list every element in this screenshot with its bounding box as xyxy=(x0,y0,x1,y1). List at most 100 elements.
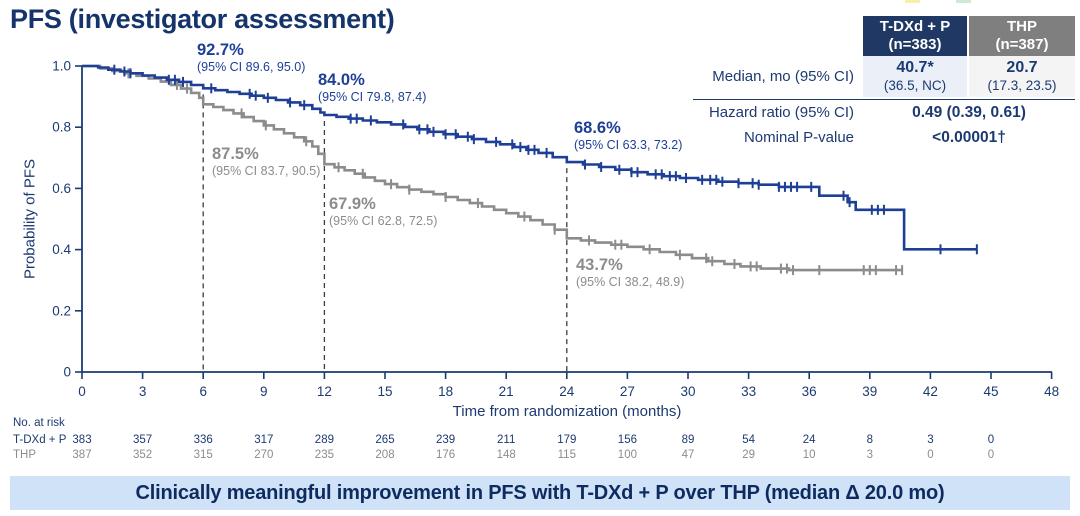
median-value-tdxd: 40.7* (36.5, NC) xyxy=(863,56,967,97)
x-tick-label: 48 xyxy=(1044,384,1059,399)
conclusion-text: Clinically meaningful improvement in PFS… xyxy=(135,481,945,504)
x-tick-label: 12 xyxy=(317,384,332,399)
x-tick-label: 36 xyxy=(802,384,817,399)
risk-count: 0 xyxy=(927,449,934,461)
landmark-annotation: 87.5% (95% CI 83.7, 90.5) xyxy=(212,145,320,179)
y-tick-label: 0.2 xyxy=(52,303,71,318)
thp-arm-n: (n=387) xyxy=(995,36,1049,53)
risk-count: 289 xyxy=(314,434,334,446)
risk-count: 3 xyxy=(927,434,934,446)
landmark-ci: (95% CI 63.3, 73.2) xyxy=(574,138,683,152)
risk-count: 317 xyxy=(254,434,274,446)
x-axis-title: Time from randomization (months) xyxy=(452,403,682,420)
landmark-percent: 92.7% xyxy=(197,41,244,59)
stats-column-header-thp: THP (n=387) xyxy=(969,16,1075,56)
x-tick-label: 15 xyxy=(377,384,392,399)
x-tick-label: 45 xyxy=(983,384,998,399)
landmark-annotation: 68.6% (95% CI 63.3, 73.2) xyxy=(574,119,682,153)
risk-count: 29 xyxy=(742,449,755,461)
x-tick-label: 42 xyxy=(923,384,938,399)
top-edge-yellow-artifact xyxy=(905,0,920,3)
risk-count: 235 xyxy=(314,449,334,461)
landmark-ci: (95% CI 38.2, 48.9) xyxy=(576,275,685,289)
risk-count: 179 xyxy=(557,434,577,446)
x-tick-label: 33 xyxy=(741,384,756,399)
risk-count: 156 xyxy=(617,434,637,446)
risk-count: 10 xyxy=(802,449,816,461)
risk-count: 383 xyxy=(72,434,92,446)
km-curve-t-dxd-p xyxy=(82,64,977,251)
risk-count: 100 xyxy=(617,449,637,461)
y-tick-label: 0.8 xyxy=(52,120,71,135)
landmark-percent: 68.6% xyxy=(574,119,621,137)
y-tick-label: 0.4 xyxy=(52,242,71,257)
top-edge-green-artifact xyxy=(956,0,971,3)
km-curve-thp xyxy=(82,64,903,272)
risk-count: 387 xyxy=(72,449,92,461)
x-tick-label: 27 xyxy=(620,384,635,399)
pvalue-label: Nominal P-value xyxy=(743,129,854,146)
x-tick-label: 24 xyxy=(559,384,575,399)
risk-count: 176 xyxy=(436,449,456,461)
risk-count: 208 xyxy=(375,449,395,461)
conclusion-banner: Clinically meaningful improvement in PFS… xyxy=(10,476,1070,510)
risk-table-heading: No. at risk xyxy=(13,417,65,429)
thp-arm-name: THP xyxy=(1007,18,1037,35)
x-tick-label: 30 xyxy=(680,384,695,399)
median-thp-ci: (17.3, 23.5) xyxy=(987,78,1057,93)
landmark-ci: (95% CI 62.8, 72.5) xyxy=(329,214,438,228)
risk-count: 0 xyxy=(987,434,995,446)
hazard-ratio-label: Hazard ratio (95% CI) xyxy=(708,104,854,121)
median-tdxd-months: 40.7* xyxy=(896,59,934,76)
landmark-annotation: 43.7% (95% CI 38.2, 48.9) xyxy=(576,256,684,290)
tdxd-arm-n: (n=383) xyxy=(888,36,942,53)
risk-row-label: THP xyxy=(13,449,36,461)
risk-count: 357 xyxy=(133,434,153,446)
x-tick-label: 6 xyxy=(199,384,207,399)
risk-count: 54 xyxy=(742,434,755,446)
risk-count: 89 xyxy=(681,434,695,446)
risk-count: 115 xyxy=(557,449,576,461)
landmark-ci: (95% CI 79.8, 87.4) xyxy=(318,90,427,104)
risk-row-label: T-DXd + P xyxy=(13,434,67,446)
median-value-thp: 20.7 (17.3, 23.5) xyxy=(969,56,1075,97)
landmark-percent: 67.9% xyxy=(329,195,376,213)
stats-divider-line xyxy=(693,99,1075,100)
summary-stats-table: T-DXd + P (n=383) THP (n=387) Median, mo… xyxy=(693,16,1075,150)
stats-column-header-tdxd: T-DXd + P (n=383) xyxy=(863,16,967,56)
risk-count: 315 xyxy=(193,449,213,461)
x-tick-label: 0 xyxy=(78,384,86,399)
risk-count: 270 xyxy=(254,449,274,461)
landmark-percent: 43.7% xyxy=(576,256,623,274)
landmark-annotation: 67.9% (95% CI 62.8, 72.5) xyxy=(329,195,437,229)
pvalue-value: <0.00001† xyxy=(932,128,1006,146)
risk-count: 265 xyxy=(375,434,395,446)
y-tick-label: 1.0 xyxy=(52,59,71,74)
stats-header-spacer xyxy=(693,16,861,56)
median-tdxd-ci: (36.5, NC) xyxy=(883,78,947,93)
landmark-percent: 87.5% xyxy=(212,145,259,163)
landmark-ci: (95% CI 83.7, 90.5) xyxy=(212,164,321,178)
risk-count: 3 xyxy=(866,449,873,461)
x-tick-label: 21 xyxy=(499,384,514,399)
kaplan-meier-plot: 0 3 6 9 12 15 18 21 24 27 30 33 36 39 42 45 481.00.80.60… xyxy=(52,59,1059,400)
risk-count: 0 xyxy=(987,449,995,461)
median-row-label: Median, mo (95% CI) xyxy=(712,68,854,85)
page-title: PFS (investigator assessment) xyxy=(10,4,395,34)
median-thp-months: 20.7 xyxy=(1006,59,1038,76)
risk-count: 8 xyxy=(866,434,873,446)
x-tick-label: 9 xyxy=(260,384,268,399)
landmark-annotation: 92.7% (95% CI 89.6, 95.0) xyxy=(197,41,305,75)
risk-count: 47 xyxy=(681,449,695,461)
y-tick-label: 0.6 xyxy=(52,181,71,196)
risk-count: 336 xyxy=(193,434,213,446)
risk-count: 148 xyxy=(496,449,516,461)
landmark-percent: 84.0% xyxy=(318,71,365,89)
x-tick-label: 18 xyxy=(438,384,453,399)
hazard-ratio-value: 0.49 (0.39, 0.61) xyxy=(912,103,1026,121)
tdxd-arm-name: T-DXd + P xyxy=(879,18,951,35)
risk-count: 211 xyxy=(497,434,516,446)
risk-count: 239 xyxy=(436,434,456,446)
landmark-annotation: 84.0% (95% CI 79.8, 87.4) xyxy=(318,71,426,105)
x-tick-label: 3 xyxy=(139,384,147,399)
